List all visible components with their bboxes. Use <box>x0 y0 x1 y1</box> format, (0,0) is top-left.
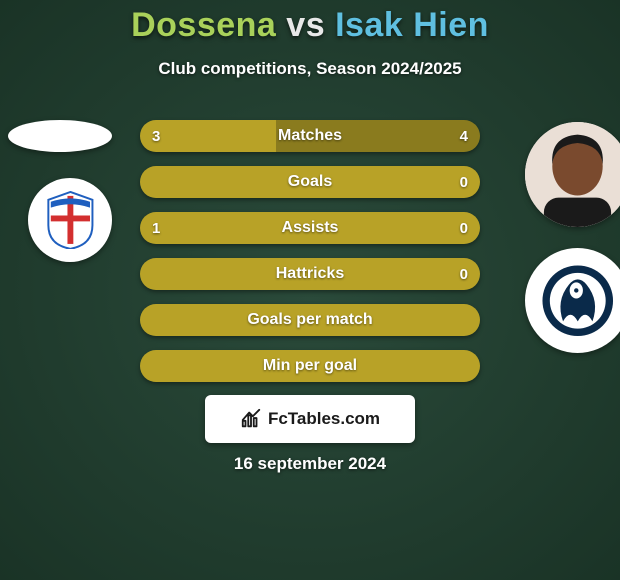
stat-left-fill <box>140 350 480 382</box>
subtitle: Club competitions, Season 2024/2025 <box>0 59 620 79</box>
stat-left-fill <box>140 304 480 336</box>
stat-row: Hattricks0 <box>140 258 480 290</box>
player2-club-badge <box>525 248 620 353</box>
stat-row: Matches34 <box>140 120 480 152</box>
title-player1: Dossena <box>131 6 276 44</box>
stat-left-fill <box>140 166 480 198</box>
stat-left-fill <box>140 212 480 244</box>
player2-portrait-icon <box>525 122 620 227</box>
stat-right-fill <box>276 120 480 152</box>
player1-club-badge <box>28 178 112 262</box>
player2-avatar <box>525 122 620 227</box>
player1-avatar <box>8 120 112 152</box>
stat-row: Goals per match <box>140 304 480 336</box>
stat-row: Assists10 <box>140 212 480 244</box>
stat-bars: Matches34 Goals0 Assists10 Hattricks0 Goals … <box>140 120 480 396</box>
comparison-card: Dossena vs Isak Hien Club competitions, … <box>0 0 620 580</box>
stat-row: Min per goal <box>140 350 480 382</box>
source-text: FcTables.com <box>268 409 380 429</box>
title-player2: Isak Hien <box>335 6 489 44</box>
stat-left-fill <box>140 120 276 152</box>
source-badge: FcTables.com <box>205 395 415 443</box>
date-label: 16 september 2024 <box>234 454 386 474</box>
chart-icon <box>240 408 262 430</box>
atalanta-badge-icon <box>541 264 615 338</box>
stat-row: Goals0 <box>140 166 480 198</box>
stat-left-fill <box>140 258 480 290</box>
page-title: Dossena vs Isak Hien <box>0 0 620 45</box>
como-shield-icon <box>41 191 100 250</box>
title-vs: vs <box>286 6 325 44</box>
